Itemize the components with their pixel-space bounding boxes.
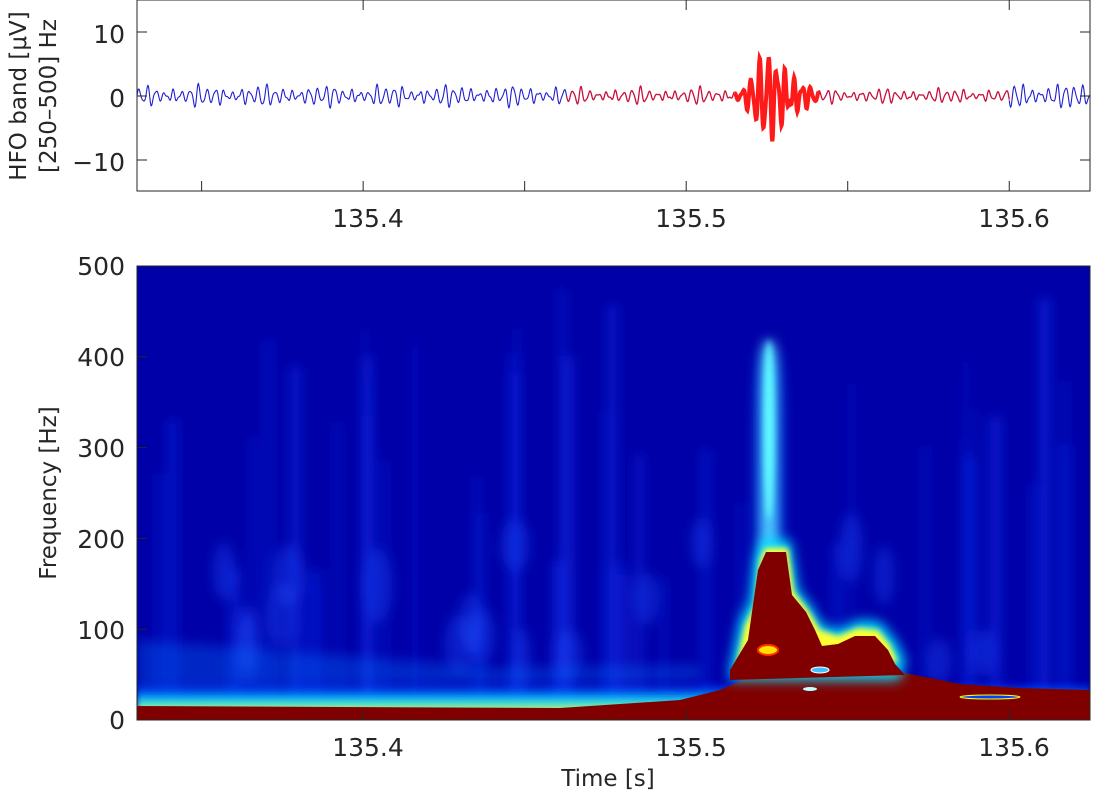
- spectrogram-blob-5: [362, 548, 393, 623]
- top-ytick-label-10: 10: [93, 20, 125, 49]
- spectral-loop-3: [803, 687, 817, 691]
- bot-xtick-label-1355: 135.5: [655, 733, 727, 762]
- top-ticks: [137, 0, 1090, 191]
- spectrogram-streak-39: [1062, 380, 1068, 702]
- top-ylabel-line2: [250–500] Hz: [36, 19, 62, 173]
- spectrogram-streak-38: [963, 360, 968, 702]
- spectrogram-blob-16: [839, 512, 863, 584]
- spectrogram-blob-6: [500, 519, 530, 572]
- bottom-ylabel: Frequency [Hz]: [36, 406, 62, 579]
- bottom-axes-box: [136, 265, 1091, 721]
- spectrogram-streak-15: [1039, 297, 1050, 702]
- top-ytick-label-0: 0: [109, 84, 125, 113]
- spectrogram-blob-10: [873, 545, 895, 606]
- top-ylabel-line1: HFO band [μV]: [6, 11, 32, 180]
- spectrogram-streak-13: [921, 444, 929, 702]
- bot-ytick-label-0: 0: [109, 706, 125, 735]
- spectrogram-blob-0: [212, 542, 236, 601]
- spectrogram-blob-14: [633, 572, 660, 625]
- spectrogram-blob-8: [691, 517, 712, 568]
- spectrogram-streak-44: [974, 408, 979, 702]
- spectrogram-streak-35: [989, 415, 1001, 702]
- spectrogram-streak-28: [565, 355, 572, 702]
- bot-ytick-label-200: 200: [77, 525, 125, 554]
- bot-xtick-label-1356: 135.6: [978, 733, 1050, 762]
- spectral-loop-2: [810, 666, 830, 674]
- spectrogram-image: [137, 266, 1090, 720]
- spectrogram-streak-20: [263, 338, 274, 702]
- spectrogram-streaks: [155, 288, 1071, 702]
- trace-hfo-event: [733, 50, 821, 142]
- spectral-loop-4: [959, 694, 1021, 700]
- spectrogram-panel: 500 400 300 200 100 0 135.4 135.5 135.6 …: [36, 252, 1091, 792]
- bottom-ticks: [137, 265, 1010, 721]
- spectral-loop-1: [757, 644, 779, 656]
- spectrogram-streak-42: [364, 355, 371, 702]
- trace-baseline-left: [137, 82, 568, 110]
- ridge-core: [764, 340, 774, 520]
- bot-ytick-label-400: 400: [77, 343, 125, 372]
- top-xtick-label-1355: 135.5: [655, 204, 727, 233]
- hfo-band-panel: 10 0 −10 135.4 135.5 135.6 HFO band [μV]…: [6, 0, 1091, 233]
- top-ytick-label-neg10: −10: [72, 148, 125, 177]
- spectrogram-streak-12: [1029, 483, 1037, 702]
- top-xtick-label-1356: 135.6: [978, 204, 1050, 233]
- trace-marked-pre: [566, 84, 735, 106]
- bottom-xlabel: Time [s]: [560, 766, 655, 792]
- spectrogram-blob-12: [458, 593, 484, 653]
- spectrogram-streak-43: [514, 327, 520, 702]
- spectrogram-blob-3: [926, 638, 952, 686]
- spectrogram-streak-31: [702, 448, 710, 702]
- spectrogram-streak-40: [334, 420, 341, 702]
- top-xtick-label-1354: 135.4: [332, 204, 404, 233]
- spectrogram-blob-1: [972, 629, 995, 675]
- spectrogram-streak-33: [608, 303, 617, 702]
- spectrogram-streak-21: [290, 365, 300, 702]
- spectrogram-streak-2: [410, 342, 420, 702]
- bot-ytick-label-300: 300: [77, 434, 125, 463]
- hfo-trace: [137, 50, 1090, 142]
- mid-band-glow: [137, 640, 700, 690]
- bot-xtick-label-1354: 135.4: [332, 733, 404, 762]
- trace-marked-post: [818, 86, 1010, 106]
- spectrogram-blob-13: [266, 583, 296, 649]
- bot-ytick-label-500: 500: [77, 252, 125, 281]
- trace-baseline-right: [1008, 83, 1090, 109]
- bot-ytick-label-100: 100: [77, 616, 125, 645]
- spectrogram-streak-23: [167, 417, 178, 702]
